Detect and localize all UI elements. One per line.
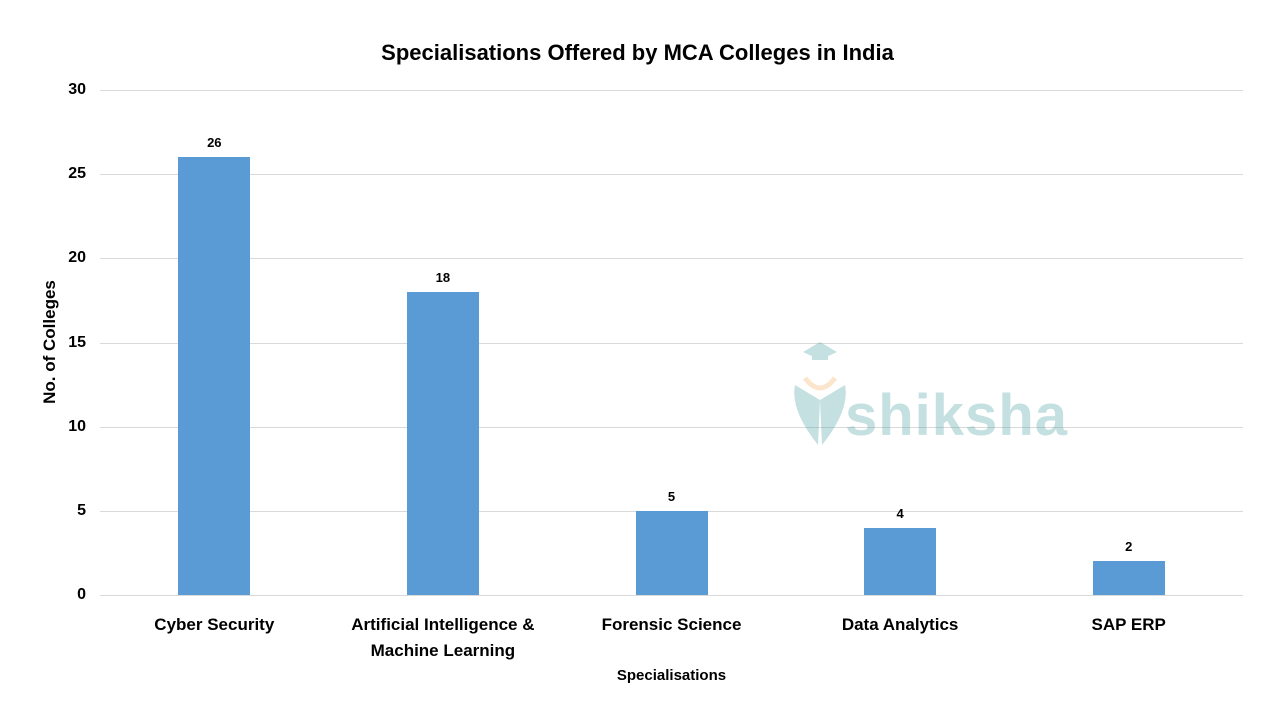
bar [864, 527, 937, 595]
x-tick-line: Artificial Intelligence & [351, 615, 535, 634]
bar [178, 157, 251, 595]
bar [1092, 561, 1165, 595]
gridline [100, 595, 1243, 596]
x-tick-line: Data Analytics [841, 615, 959, 634]
gridline [100, 90, 1243, 91]
x-axis-label: Specialisations [616, 667, 727, 684]
x-tick-label: Artificial Intelligence & Machine Learnin… [329, 612, 557, 664]
data-label: 26 [207, 135, 222, 151]
bar [635, 510, 708, 595]
data-label: 4 [896, 505, 904, 521]
gridline [100, 342, 1243, 344]
gridline [100, 426, 1243, 428]
y-tick-label: 5 [77, 501, 86, 519]
x-tick-line: SAP ERP [1091, 615, 1166, 634]
data-label: 18 [435, 270, 451, 285]
y-tick-label: 15 [68, 333, 86, 351]
chart-title: Specialisations Offered by MCA Colleges … [381, 40, 894, 65]
gridline [100, 258, 1243, 260]
gridline [100, 174, 1243, 176]
y-tick-label: 10 [68, 417, 86, 435]
data-label: 2 [1125, 539, 1133, 555]
bar [406, 292, 479, 595]
y-tick-label: 25 [68, 165, 86, 183]
x-tick-line: Forensic Science [601, 615, 742, 634]
plot-area: 0 5 10 15 20 25 30 26 18 5 4 2 [68, 81, 1243, 603]
x-tick-label: Cyber Security [100, 612, 328, 638]
x-tick-label: SAP ERP [1015, 612, 1243, 638]
y-tick-label: 30 [68, 81, 86, 98]
y-tick-label: 20 [68, 249, 86, 267]
x-tick-line: Cyber Security [154, 615, 275, 634]
x-tick-label: Data Analytics [786, 612, 1014, 638]
y-tick-label: 0 [77, 586, 86, 603]
data-label: 5 [667, 488, 676, 504]
x-tick-line: Machine Learning [370, 641, 516, 660]
x-tick-label: Forensic Science [558, 612, 786, 638]
